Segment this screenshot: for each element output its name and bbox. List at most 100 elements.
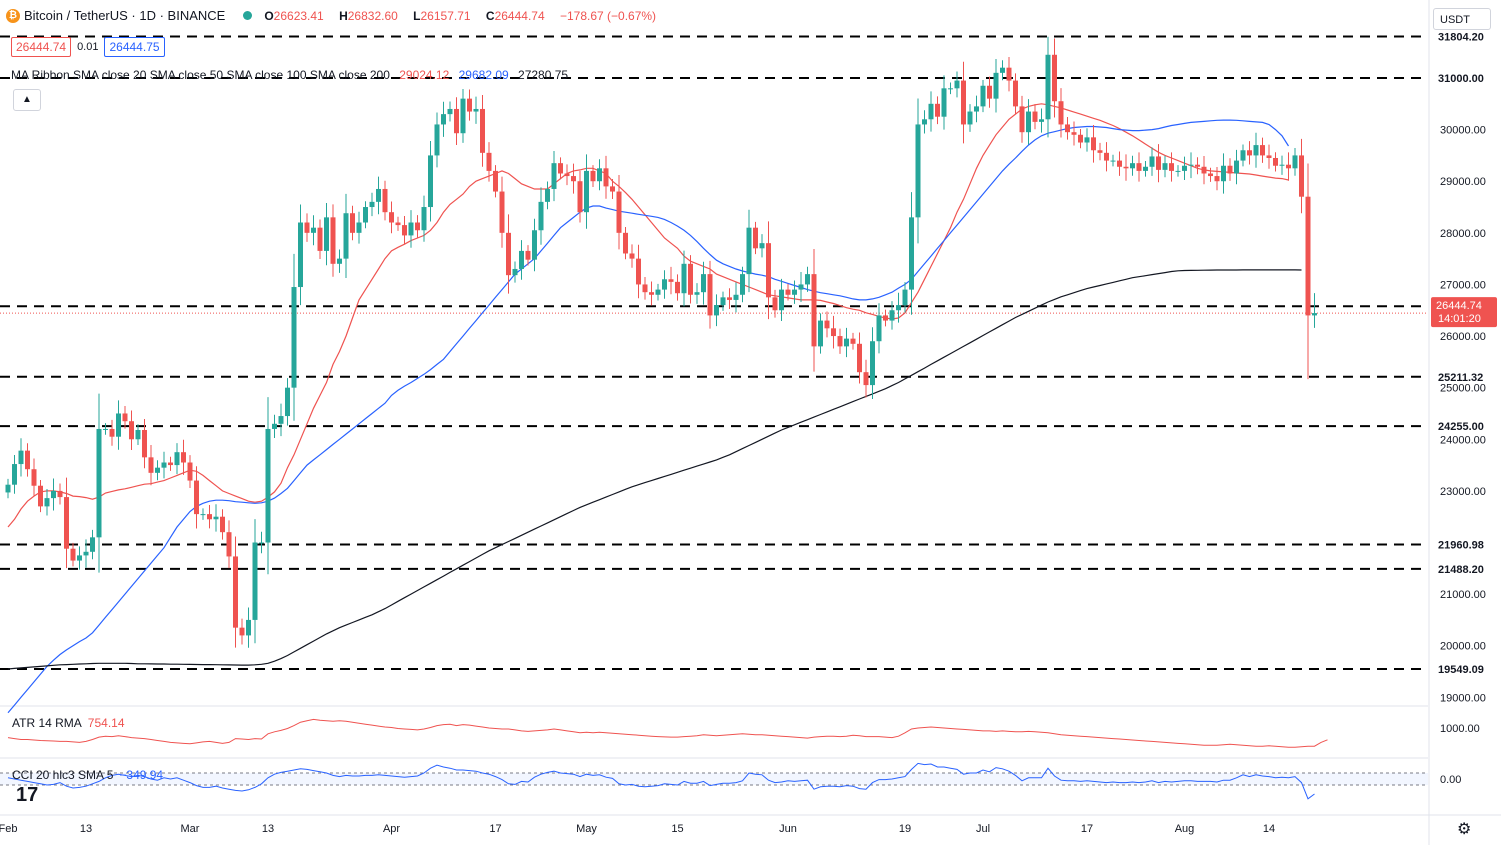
candle-body bbox=[1097, 150, 1103, 153]
level-label-bg bbox=[1434, 70, 1496, 86]
symbol-row: ₿ Bitcoin / TetherUS · 1D · BINANCE O266… bbox=[6, 8, 662, 23]
price-tick: 29000.00 bbox=[1440, 176, 1486, 188]
sell-button[interactable]: 26444.74 bbox=[11, 37, 72, 57]
candle-body bbox=[226, 532, 232, 557]
candle-body bbox=[356, 222, 362, 233]
candle-body bbox=[233, 556, 238, 628]
candle-body bbox=[70, 548, 76, 561]
candle-body bbox=[876, 315, 882, 342]
atr-value: 754.14 bbox=[87, 716, 125, 730]
candle-body bbox=[857, 343, 862, 373]
candle-body bbox=[285, 387, 290, 417]
candle-body bbox=[922, 119, 927, 125]
candle-body bbox=[1182, 165, 1187, 171]
level-label: 31804.20 bbox=[1438, 31, 1484, 43]
candle-body bbox=[441, 114, 446, 125]
candle-body bbox=[1045, 54, 1051, 120]
candle-body bbox=[454, 108, 459, 134]
open-label: O bbox=[264, 8, 274, 23]
candle-body bbox=[831, 328, 836, 337]
time-tick: May bbox=[576, 823, 597, 835]
candle-body bbox=[103, 428, 108, 430]
candle-body bbox=[415, 222, 420, 231]
price-tick: 30000.00 bbox=[1440, 125, 1486, 137]
price-axis: 31804.2031000.0026578.0025211.3224255.00… bbox=[1431, 28, 1497, 704]
candle-body bbox=[1058, 101, 1064, 125]
candle-body bbox=[1299, 155, 1304, 197]
candle-body bbox=[694, 292, 700, 295]
countdown-label: 14:01:20 bbox=[1438, 313, 1481, 325]
candle-body bbox=[590, 170, 596, 182]
candle-body bbox=[928, 103, 934, 120]
candle-body bbox=[207, 514, 212, 520]
settings-gear-icon[interactable]: ⚙ bbox=[1457, 821, 1472, 838]
high-value: 26832.60 bbox=[347, 8, 398, 23]
time-tick: 17 bbox=[489, 823, 501, 835]
bitcoin-logo-icon: ₿ bbox=[6, 8, 20, 23]
candle-body bbox=[51, 490, 56, 499]
level-label: 25211.32 bbox=[1438, 372, 1483, 384]
candle-body bbox=[688, 263, 693, 295]
cci-value: −349.94 bbox=[119, 768, 164, 782]
candle-body bbox=[727, 297, 732, 300]
candle-body bbox=[1247, 150, 1252, 156]
candle-body bbox=[675, 281, 680, 294]
cci-legend[interactable]: CCI 20 hlc3 SMA 5 −349.94 bbox=[12, 768, 163, 782]
candle-body bbox=[506, 232, 511, 276]
candle-body bbox=[1039, 119, 1044, 122]
price-tick: 19000.00 bbox=[1440, 692, 1486, 704]
candle-body bbox=[291, 287, 297, 388]
cci-label: CCI 20 hlc3 SMA 5 bbox=[12, 768, 114, 782]
candle-body bbox=[155, 467, 160, 473]
candle-body bbox=[129, 421, 134, 440]
ma-ribbon-legend[interactable]: MA Ribbon SMA close 20 SMA close 50 SMA … bbox=[11, 68, 568, 82]
candle-body bbox=[1149, 156, 1155, 167]
level-label: 19549.09 bbox=[1438, 664, 1484, 676]
candle-body bbox=[1169, 163, 1174, 171]
candle-body bbox=[1130, 163, 1135, 169]
symbol-title[interactable]: Bitcoin / TetherUS · 1D · BINANCE bbox=[24, 8, 226, 23]
candle-body bbox=[5, 484, 11, 493]
candle-body bbox=[1214, 176, 1220, 182]
candle-body bbox=[967, 111, 973, 125]
candle-body bbox=[649, 292, 654, 295]
candle-body bbox=[798, 284, 804, 290]
change-value: −178.67 (−0.67%) bbox=[559, 8, 657, 23]
current-price-tag bbox=[1431, 297, 1497, 328]
currency-selector[interactable]: USDT bbox=[1433, 8, 1491, 30]
candle-body bbox=[850, 338, 856, 344]
candle-body bbox=[772, 297, 778, 311]
time-tick: Apr bbox=[383, 823, 400, 835]
candle-body bbox=[642, 284, 648, 293]
candle-body bbox=[837, 336, 843, 347]
time-tick: Aug bbox=[1175, 823, 1195, 835]
candle-body bbox=[44, 498, 50, 507]
candle-body bbox=[181, 452, 186, 463]
candle-body bbox=[714, 305, 719, 316]
sma20-value: 29024.12 bbox=[399, 68, 450, 82]
candle-body bbox=[558, 163, 563, 174]
atr-legend[interactable]: ATR 14 RMA 754.14 bbox=[12, 716, 125, 730]
ohlc-values: O26623.41 H26832.60 L26157.71 C26444.74 … bbox=[264, 9, 662, 23]
candle-body bbox=[116, 413, 121, 437]
candle-body bbox=[538, 201, 544, 231]
collapse-legend-button[interactable]: ▲ bbox=[13, 89, 41, 111]
level-lines bbox=[0, 35, 1428, 670]
candle-body bbox=[987, 85, 992, 99]
candle-body bbox=[655, 289, 661, 295]
candle-body bbox=[1312, 313, 1317, 316]
close-label: C bbox=[485, 8, 495, 23]
sma200-line bbox=[7, 269, 1302, 670]
buy-button[interactable]: 26444.75 bbox=[104, 37, 165, 57]
candle-body bbox=[1143, 166, 1148, 171]
candle-body bbox=[298, 222, 303, 288]
candle-body bbox=[337, 258, 342, 264]
candle-body bbox=[1078, 134, 1083, 143]
candle-body bbox=[1091, 137, 1096, 151]
time-tick: 13 bbox=[262, 823, 274, 835]
candle-body bbox=[519, 250, 524, 269]
candle-body bbox=[870, 341, 875, 386]
time-tick: Feb bbox=[0, 823, 17, 835]
